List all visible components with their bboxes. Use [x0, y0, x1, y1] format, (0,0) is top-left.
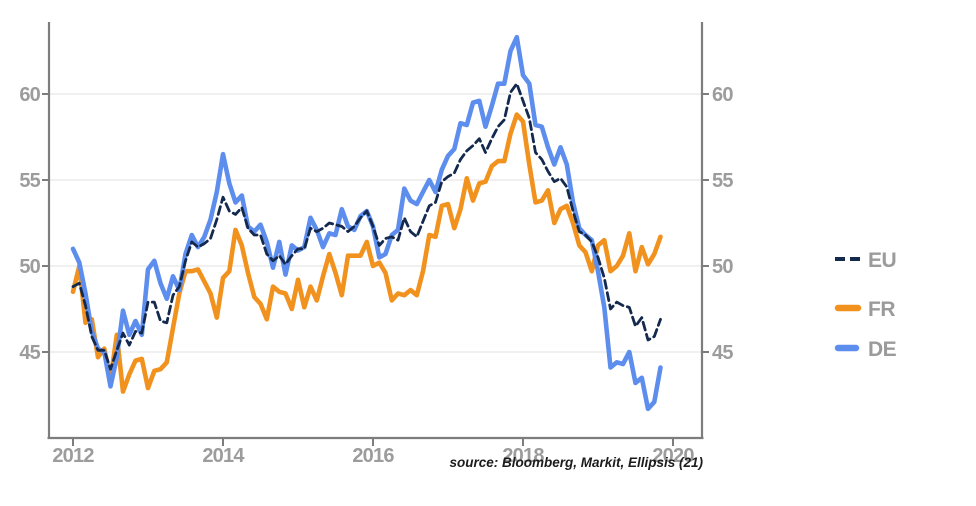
legend-item-eu: EU — [835, 249, 897, 272]
eu-series-line — [71, 82, 662, 371]
legend-item-de: DE — [834, 338, 897, 361]
axes — [47, 22, 704, 440]
x-ticks — [72, 438, 674, 446]
y-ticks-right — [702, 93, 709, 353]
legend-item-fr: FR — [834, 298, 896, 321]
x-axis-label-2016: 2016 — [352, 445, 394, 467]
legend-label-fr: FR — [868, 298, 895, 321]
y-axis-label-left-55: 55 — [19, 170, 40, 192]
legend: EU FR DE — [834, 249, 897, 361]
legend-label-de: DE — [868, 338, 897, 361]
y-axis-label-left-60: 60 — [19, 84, 40, 106]
y-axis-label-left-45: 45 — [19, 342, 40, 364]
fr-series-line — [70, 112, 663, 394]
y-axis-label-right-60: 60 — [712, 84, 733, 106]
x-axis-label-2018: 2018 — [502, 445, 544, 467]
legend-label-eu: EU — [868, 249, 896, 272]
x-axis-label-2012: 2012 — [52, 445, 94, 467]
source-note: source: Bloomberg, Markit, Ellipsis (21) — [449, 455, 703, 470]
y-axis-label-right-55: 55 — [712, 170, 733, 192]
y-axis-label-right-50: 50 — [712, 256, 733, 278]
x-axis-label-2014: 2014 — [202, 445, 245, 467]
x-axis-label-2020: 2020 — [652, 445, 694, 467]
y-axis-label-right-45: 45 — [712, 342, 733, 364]
y-axis-label-left-50: 50 — [19, 256, 40, 278]
y-ticks-left — [42, 93, 49, 353]
